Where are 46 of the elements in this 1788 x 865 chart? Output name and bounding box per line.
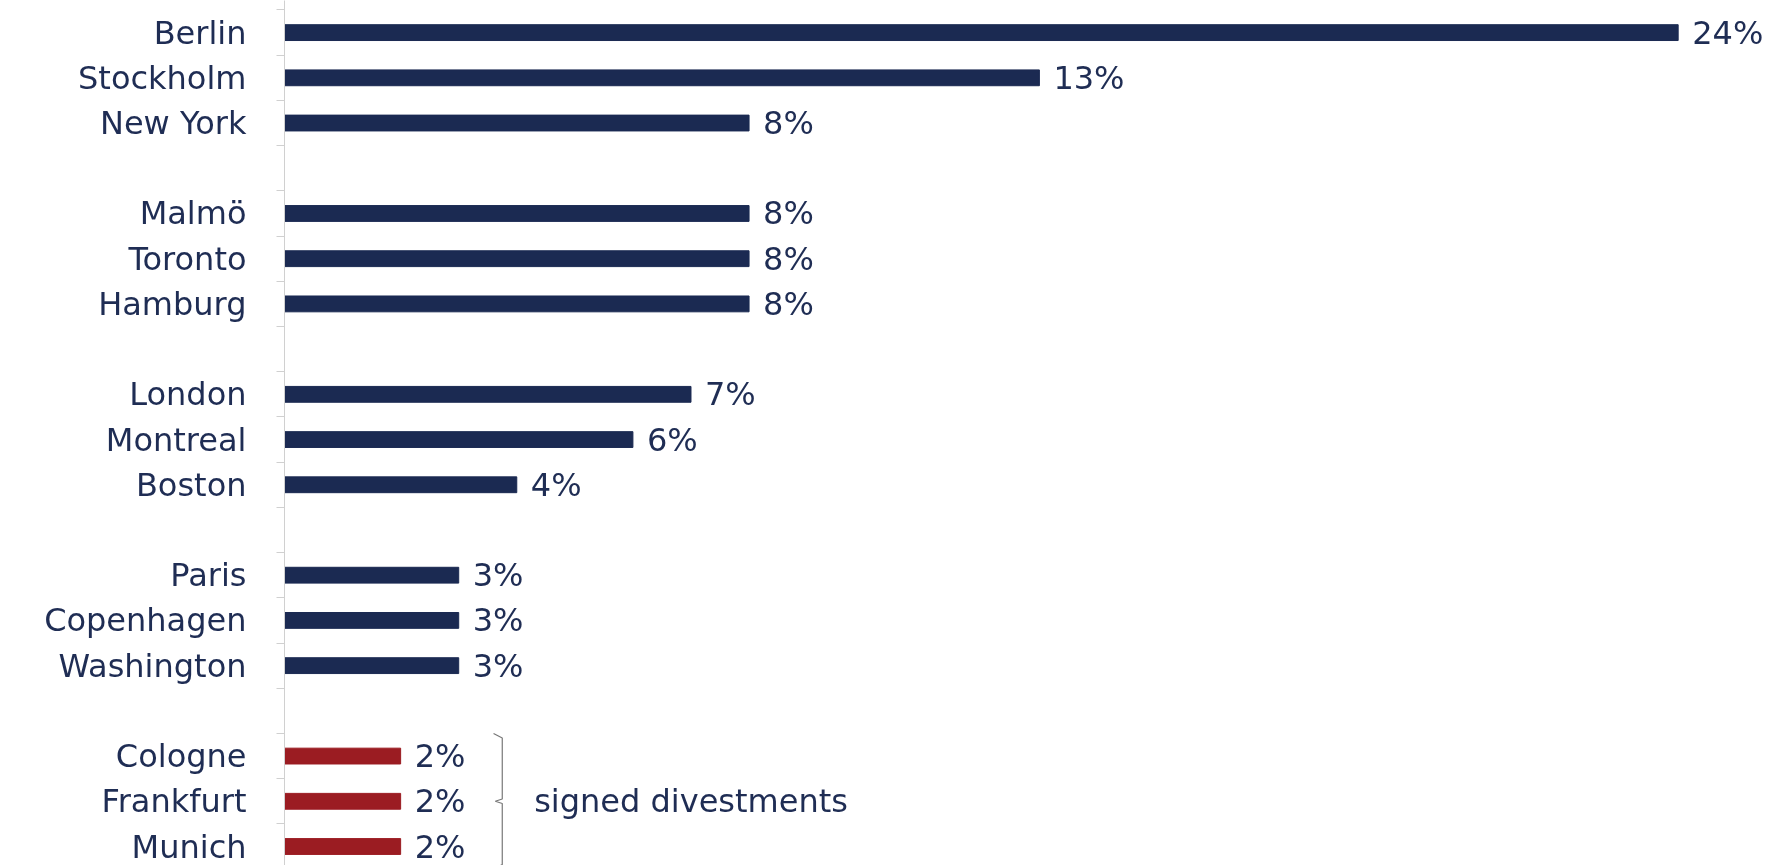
- data-label: 8%: [763, 194, 814, 233]
- data-label: 3%: [472, 646, 524, 685]
- y-tick-label: Toronto: [127, 239, 247, 278]
- y-tick-label: Washington: [58, 646, 247, 685]
- data-label: 2%: [414, 827, 466, 865]
- y-tick-label: New York: [99, 104, 247, 143]
- y-tick-label: London: [129, 375, 247, 414]
- bar: [284, 205, 750, 222]
- y-tick-label: Montreal: [105, 420, 247, 459]
- bar: [284, 566, 460, 584]
- y-tick-label: Frankfurt: [101, 782, 247, 821]
- bar: [284, 612, 460, 629]
- bar: [284, 657, 460, 675]
- y-tick-label: Cologne: [115, 737, 247, 776]
- data-label: 24%: [1692, 13, 1764, 52]
- data-label: 4%: [530, 465, 582, 504]
- y-tick-label: Hamburg: [98, 284, 247, 323]
- y-tick-label: Malmö: [139, 194, 247, 233]
- data-label: 7%: [704, 375, 756, 414]
- bar: [284, 747, 402, 765]
- y-tick-label: Munich: [131, 827, 247, 865]
- bar: [284, 69, 1040, 87]
- bar: [284, 114, 750, 132]
- data-label: 3%: [472, 556, 524, 595]
- bar: [284, 250, 750, 268]
- data-label: 8%: [763, 284, 814, 323]
- bar: [284, 476, 518, 494]
- data-label: 2%: [414, 737, 466, 776]
- bar: [284, 295, 750, 313]
- y-tick-label: Stockholm: [78, 58, 247, 97]
- data-label: 2%: [414, 782, 466, 821]
- bar: [284, 385, 692, 403]
- annotation: signed divestments: [534, 782, 848, 821]
- bar: [284, 431, 634, 448]
- data-label: 8%: [763, 239, 814, 278]
- y-tick-label: Boston: [135, 465, 247, 504]
- y-tick-label: Berlin: [153, 13, 247, 52]
- data-label: 8%: [763, 104, 814, 143]
- data-label: 3%: [472, 601, 524, 640]
- bar: [284, 792, 402, 810]
- bar: [284, 838, 402, 855]
- bar: [284, 24, 1679, 42]
- data-label: 13%: [1053, 58, 1125, 97]
- y-tick-label: Copenhagen: [44, 601, 247, 640]
- y-tick-label: Paris: [170, 556, 247, 595]
- data-label: 6%: [646, 420, 698, 459]
